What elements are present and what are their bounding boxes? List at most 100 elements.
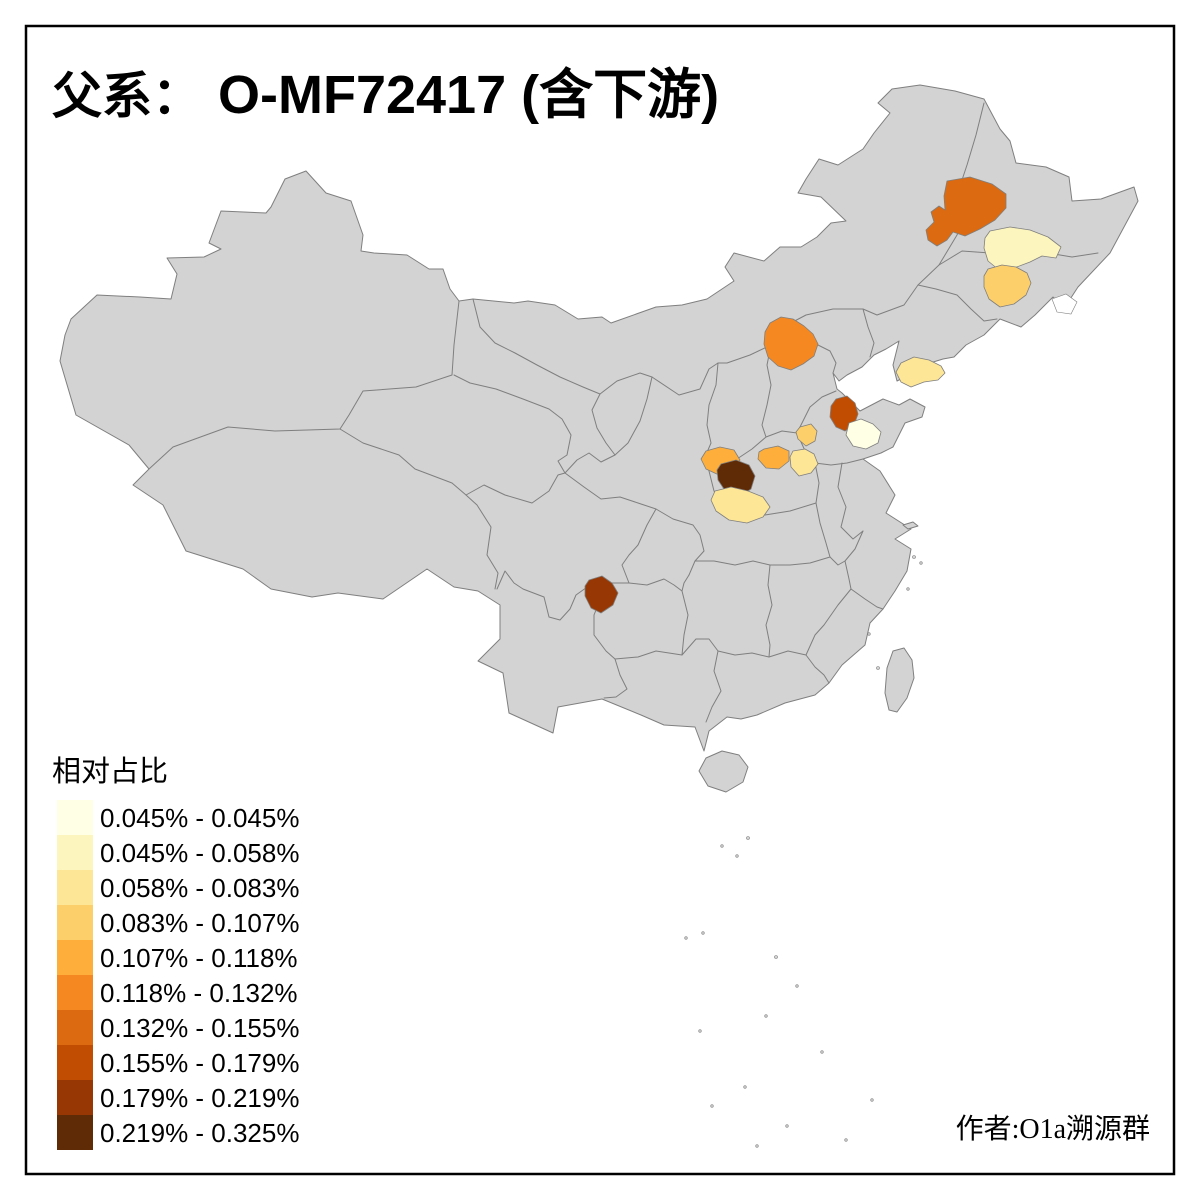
region-northeast-2 [983,226,1062,271]
legend-label: 0.132% - 0.155% [100,1013,299,1043]
legend-swatch [57,835,93,870]
border [814,462,820,504]
island-dot [820,1050,824,1054]
legend-swatch [57,905,93,940]
border [769,556,831,566]
border [465,494,499,590]
border [829,556,846,566]
island-dot [698,1029,702,1033]
lake-khanka [1051,293,1078,315]
legend-swatch [57,870,93,905]
border [704,362,719,458]
border [765,430,798,438]
legend-swatch [57,1045,93,1080]
border [837,462,864,540]
border [564,452,616,474]
legend-swatch [57,1115,93,1150]
region-southwest-1 [584,575,619,614]
legend-label: 0.219% - 0.325% [100,1118,299,1148]
map-title-prefix: 父系： [52,68,202,124]
island-dot [774,955,778,959]
legend-swatch [57,975,93,1010]
island-dot [844,1138,848,1142]
island-dot [919,561,923,565]
border [681,590,689,656]
border [628,578,683,592]
border [564,472,705,576]
region-northeast-3 [983,264,1032,308]
island-dot [746,836,750,840]
border [805,654,830,684]
border [862,308,875,358]
border [814,458,864,466]
legend-label: 0.155% - 0.179% [100,1048,299,1078]
island-dot [912,555,916,559]
legend: 相对占比 0.045% - 0.045% 0.045% - 0.058% 0.0… [52,755,299,1150]
chongming-island [902,521,919,530]
hainan-island [698,750,749,793]
island-dot [720,844,724,848]
sea-islets [684,555,923,1148]
island-dot [795,984,799,988]
border [614,376,653,456]
taiwan-island [884,647,915,713]
border [705,650,722,723]
province-borders [148,102,1099,723]
legend-swatch [57,1080,93,1115]
border [917,284,998,322]
region-northeast-1 [925,176,1007,247]
border [717,650,770,658]
island-dot [701,931,705,935]
legend-swatch [57,800,93,835]
region-east-2 [845,418,882,450]
region-central-3 [789,448,819,477]
island-dot [755,1144,759,1148]
border [614,650,683,660]
border [761,344,772,438]
border [796,390,837,434]
legend-label: 0.107% - 0.118% [100,943,298,973]
border [148,300,460,470]
border [339,428,467,496]
legend-swatch [57,1010,93,1045]
map-land-layer [59,84,1139,793]
border [681,574,690,592]
attribution: 作者:O1a溯源群 [956,1113,1150,1145]
region-east-peninsula [895,356,946,388]
china-mainland [59,84,1139,752]
border [496,570,603,621]
island-dot [735,854,739,858]
island-dot [684,936,688,940]
island-dot [710,1104,714,1108]
island-dot [764,1014,768,1018]
legend-label: 0.058% - 0.083% [100,873,299,903]
border [681,638,719,656]
island-dot [785,1124,789,1128]
border [850,588,884,610]
border [621,508,657,584]
border [465,472,566,504]
border [599,372,653,395]
legend-label: 0.045% - 0.045% [100,803,299,833]
region-central-2 [757,445,790,470]
legend-label: 0.083% - 0.107% [100,908,299,938]
border [591,393,616,456]
border [815,502,831,558]
island-dot [906,587,910,591]
border [694,560,771,566]
legend-label: 0.179% - 0.219% [100,1083,299,1113]
border [805,588,852,656]
map-title: O-MF72417 (含下游) [218,65,719,125]
island-dot [867,632,871,636]
island-dot [870,1098,874,1102]
region-central-1 [795,423,818,447]
border [768,650,807,658]
border [817,344,837,374]
choropleth-regions [584,176,1062,614]
region-north-1 [763,316,819,371]
border [472,298,601,395]
island-dot [743,1085,747,1089]
border [603,658,628,699]
